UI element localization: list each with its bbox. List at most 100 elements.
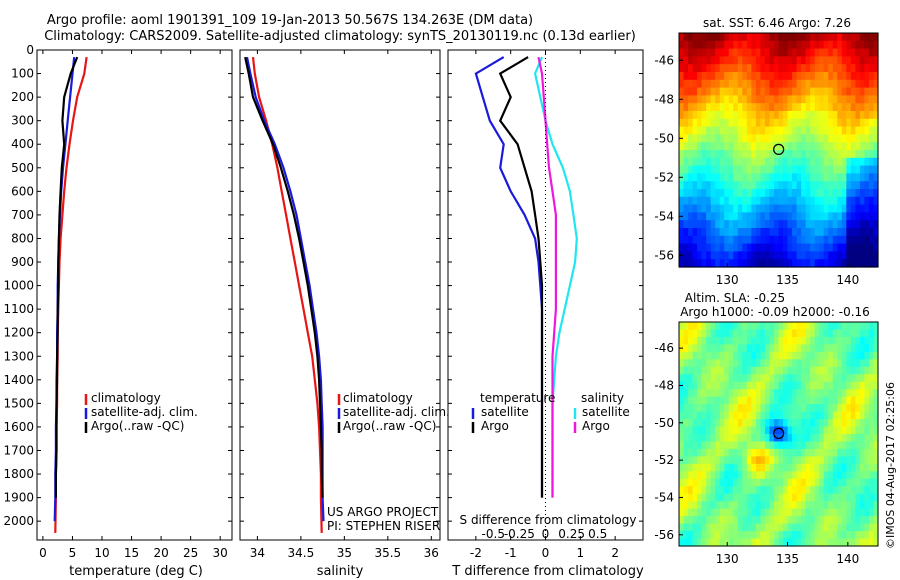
map-cell — [828, 235, 834, 245]
map-cell — [773, 40, 780, 50]
map-cell — [715, 173, 721, 182]
map-cell — [792, 181, 798, 190]
map-cell — [683, 64, 689, 73]
map-cell — [688, 516, 694, 525]
map-cell — [783, 329, 789, 338]
map-cell — [728, 64, 734, 73]
map-cell — [724, 64, 730, 73]
map-cell — [855, 40, 861, 50]
map-cell — [783, 189, 789, 198]
map-cell — [841, 235, 847, 245]
map-cell — [859, 228, 866, 237]
map-cell — [764, 366, 771, 375]
map-cell — [805, 456, 811, 465]
map-cell — [832, 79, 838, 89]
map-cell — [773, 134, 780, 143]
map-cell — [859, 157, 866, 167]
map-cell — [733, 463, 739, 472]
map-cell — [864, 441, 870, 450]
sal-legend-climatology: climatology — [343, 391, 413, 405]
map-cell — [733, 87, 739, 96]
map-cell — [778, 456, 784, 465]
map-cell — [688, 48, 694, 57]
map-cell — [832, 336, 838, 345]
map-cell — [683, 448, 689, 457]
map-cell — [760, 389, 766, 398]
map-cell — [864, 126, 870, 135]
map-cell — [819, 56, 825, 65]
map-cell — [755, 220, 762, 229]
map-cell — [715, 508, 721, 517]
map-cell — [710, 381, 716, 390]
map-cell — [796, 531, 802, 540]
map-cell — [792, 501, 798, 510]
map-cell — [710, 103, 716, 112]
map-cell — [828, 531, 834, 540]
map-cell — [697, 441, 703, 450]
map-cell — [801, 87, 807, 96]
map-cell — [846, 173, 852, 182]
map-cell — [814, 434, 820, 443]
map-cell — [751, 95, 757, 104]
map-cell — [692, 40, 698, 50]
map-cell — [859, 336, 866, 345]
map-cell — [841, 359, 847, 368]
map-cell — [850, 366, 856, 375]
map-cell — [760, 212, 766, 221]
map-cell — [828, 103, 834, 112]
map-cell — [769, 40, 775, 50]
map-cell — [697, 243, 703, 252]
map-cell — [724, 150, 730, 159]
map-cell — [701, 79, 707, 89]
map-cell — [724, 173, 730, 182]
map-cell — [701, 142, 707, 151]
map-cell — [801, 103, 807, 112]
map-cell — [688, 389, 694, 398]
map-cell — [801, 508, 807, 517]
map-cell — [841, 501, 847, 510]
map-cell — [697, 404, 703, 413]
map-cell — [688, 235, 694, 245]
map-cell — [701, 40, 707, 50]
map-cell — [859, 142, 866, 151]
map-cell — [819, 251, 825, 260]
map-cell — [719, 359, 725, 368]
map-cell — [868, 434, 875, 443]
map-cell — [805, 441, 811, 450]
map-cell — [846, 434, 852, 443]
map-cell — [706, 165, 712, 174]
map-cell — [810, 441, 816, 450]
map-cell — [859, 426, 866, 435]
map-cell — [692, 48, 698, 57]
map-cell — [855, 87, 861, 96]
map-cell — [805, 426, 811, 435]
map-cell — [841, 259, 847, 268]
map-cell — [764, 95, 771, 104]
map-cell — [814, 212, 820, 221]
map-cell — [810, 173, 816, 182]
map-cell — [764, 142, 771, 151]
map-cell — [701, 228, 707, 237]
map-cell — [828, 486, 834, 495]
map-cell — [873, 456, 879, 465]
map-cell — [814, 411, 820, 420]
map-cell — [814, 531, 820, 540]
map-cell — [719, 493, 725, 502]
map-cell — [832, 463, 838, 472]
map-cell — [751, 538, 757, 547]
map-cell — [710, 389, 716, 398]
map-cell — [837, 150, 843, 159]
map-cell — [855, 72, 861, 81]
map-cell — [737, 456, 743, 465]
map-cell — [805, 366, 811, 375]
map-cell — [805, 228, 811, 237]
map-cell — [710, 531, 716, 540]
map-cell — [773, 212, 780, 221]
map-cell — [746, 501, 752, 510]
map-cell — [810, 134, 816, 143]
map-cell — [823, 478, 829, 487]
map-cell — [710, 471, 716, 480]
map-cell — [783, 150, 789, 159]
map-cell — [706, 531, 712, 540]
map-cell — [764, 150, 771, 159]
